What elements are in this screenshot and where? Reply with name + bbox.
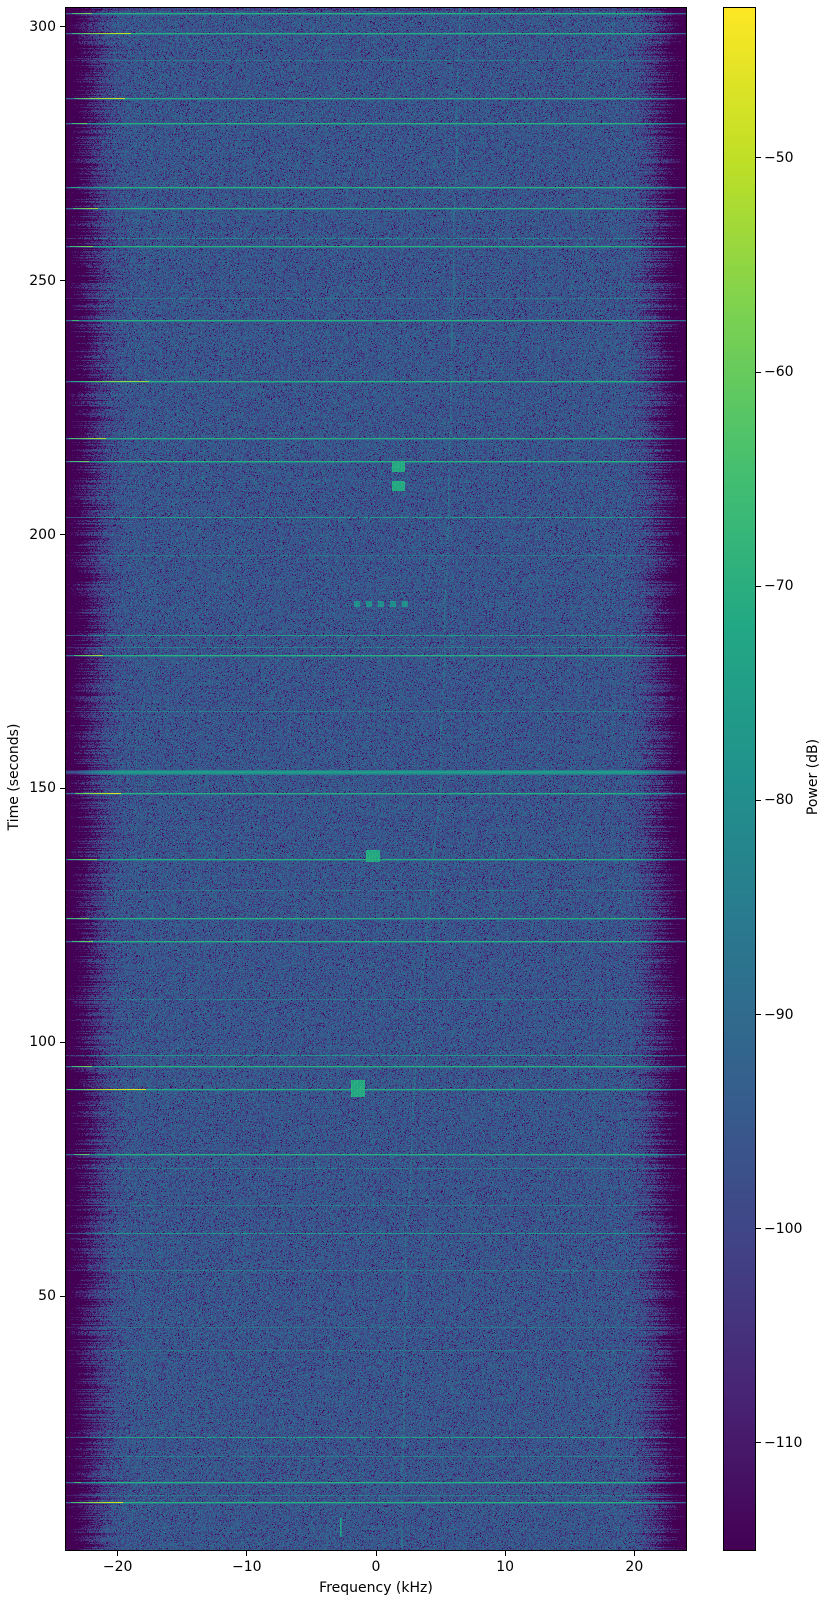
- y-tick-label-50: 50: [38, 1288, 56, 1305]
- colorbar-tick-label--100: −100: [764, 1220, 803, 1237]
- y-tick-label-300: 300: [29, 18, 56, 35]
- colorbar-tick-mark: [755, 1014, 761, 1016]
- x-axis-label: Frequency (kHz): [319, 1580, 433, 1596]
- colorbar-tick-label--60: −60: [764, 364, 794, 381]
- x-tick-mark: [633, 1550, 635, 1556]
- colorbar-tick-label--70: −70: [764, 578, 794, 595]
- colorbar-tick-label--50: −50: [764, 149, 794, 166]
- x-tick-mark: [504, 1550, 506, 1556]
- colorbar-gradient: [723, 7, 756, 1551]
- y-tick-mark: [60, 1041, 66, 1043]
- y-tick-mark: [60, 26, 66, 28]
- y-tick-mark: [60, 787, 66, 789]
- y-tick-mark: [60, 534, 66, 536]
- x-tick-label--20: −20: [102, 1559, 133, 1575]
- colorbar-tick-mark: [755, 157, 761, 159]
- spectrogram-image: [65, 7, 687, 1551]
- y-tick-label-200: 200: [29, 526, 56, 543]
- y-axis-label: Time (seconds): [6, 723, 22, 831]
- y-tick-label-250: 250: [29, 272, 56, 289]
- colorbar-tick-mark: [755, 371, 761, 373]
- x-tick-label-0: 0: [371, 1559, 381, 1575]
- x-tick-mark: [117, 1550, 119, 1556]
- x-tick-mark: [375, 1550, 377, 1556]
- colorbar-tick-label--90: −90: [764, 1006, 794, 1023]
- x-tick-label-20: 20: [625, 1559, 644, 1575]
- x-tick-label--10: −10: [232, 1559, 262, 1575]
- y-tick-label-150: 150: [29, 780, 56, 797]
- x-tick-mark: [246, 1550, 248, 1556]
- colorbar-tick-mark: [755, 799, 761, 801]
- y-tick-mark: [60, 280, 66, 282]
- colorbar-tick-label--80: −80: [764, 792, 794, 809]
- colorbar-tick-label--110: −110: [764, 1434, 803, 1451]
- colorbar-tick-mark: [755, 1442, 761, 1444]
- colorbar-tick-mark: [755, 1228, 761, 1230]
- y-tick-mark: [60, 1295, 66, 1297]
- x-tick-label-10: 10: [496, 1559, 515, 1575]
- colorbar-label: Power (dB): [805, 738, 821, 816]
- y-tick-label-100: 100: [29, 1034, 56, 1051]
- colorbar-tick-mark: [755, 585, 761, 587]
